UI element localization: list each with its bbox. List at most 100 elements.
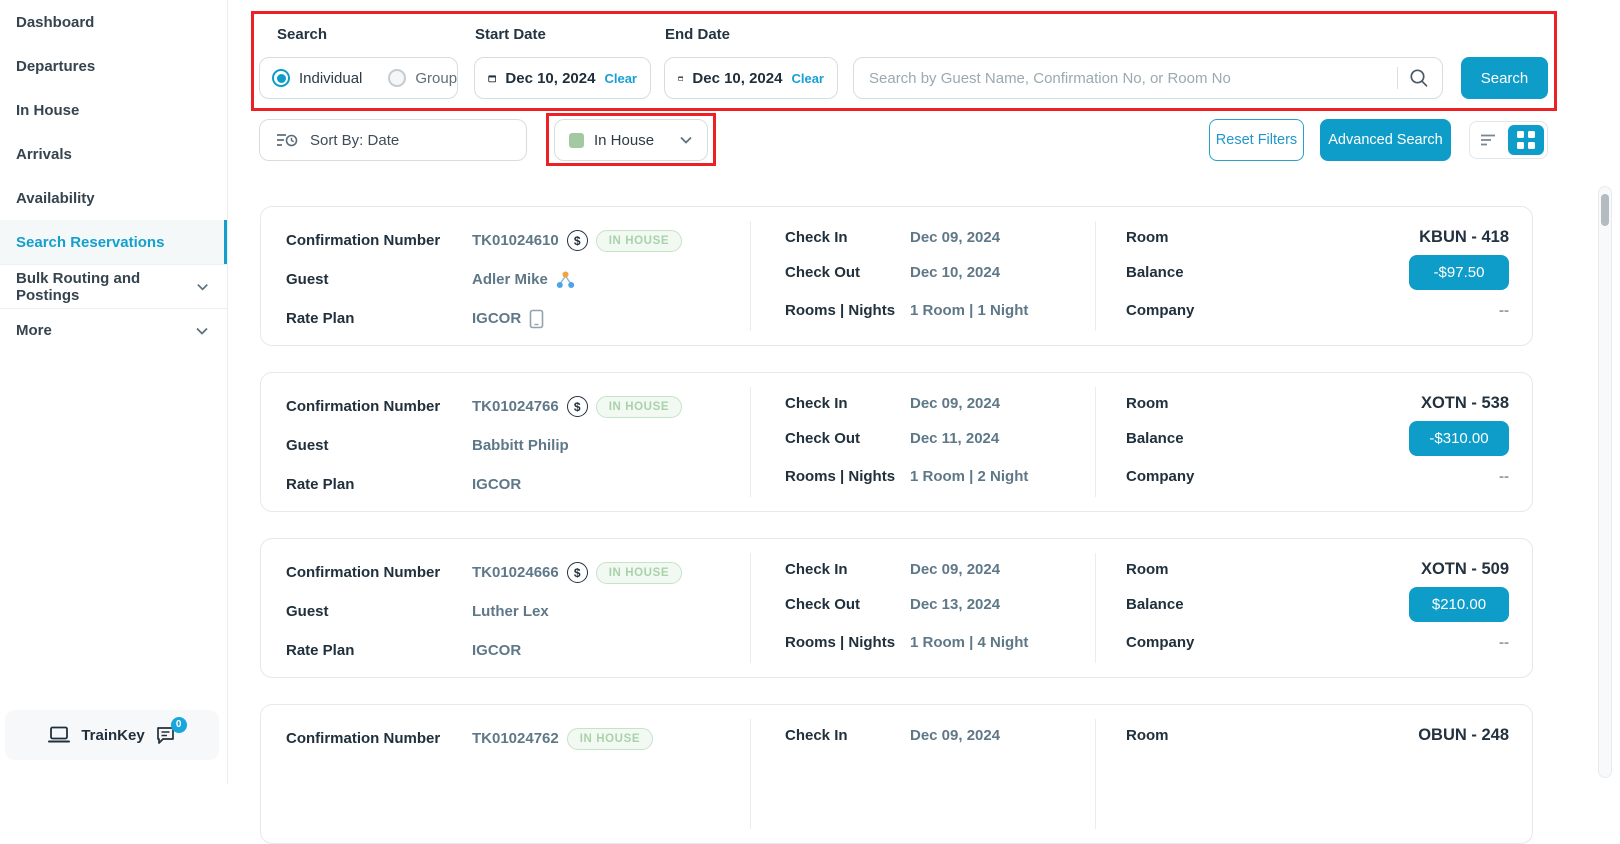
balance-badge[interactable]: -$97.50 xyxy=(1409,255,1509,290)
calendar-icon xyxy=(488,70,496,87)
trainkey-footer[interactable]: TrainKey 0 xyxy=(5,710,219,760)
divider xyxy=(1397,67,1398,89)
tablet-icon xyxy=(529,309,544,329)
list-view-icon[interactable] xyxy=(1470,133,1508,147)
confirmation-number-value[interactable]: TK01024610 xyxy=(472,232,559,249)
dollar-icon: $ xyxy=(567,396,588,417)
confirmation-number-value[interactable]: TK01024666 xyxy=(472,564,559,581)
status-filter-dropdown[interactable]: In House xyxy=(554,119,708,161)
check-in-value: Dec 09, 2024 xyxy=(910,561,1000,578)
confirmation-number-label: Confirmation Number xyxy=(286,730,472,747)
confirmation-number-value[interactable]: TK01024762 xyxy=(472,730,559,747)
sidebar-item-label: Availability xyxy=(16,190,95,207)
chat-icon[interactable]: 0 xyxy=(155,726,177,745)
sidebar-item-label: Dashboard xyxy=(16,14,94,31)
rate-plan-label: Rate Plan xyxy=(286,642,472,659)
check-out-label: Check Out xyxy=(785,430,910,447)
dollar-icon: $ xyxy=(567,230,588,251)
confirmation-number-value[interactable]: TK01024766 xyxy=(472,398,559,415)
guest-name-value[interactable]: Luther Lex xyxy=(472,603,549,620)
room-label: Room xyxy=(1126,395,1421,412)
balance-badge[interactable]: -$310.00 xyxy=(1409,421,1509,456)
radio-group-label[interactable]: Group xyxy=(415,70,457,87)
sidebar-item-dashboard[interactable]: Dashboard xyxy=(0,0,227,44)
balance-badge[interactable]: $210.00 xyxy=(1409,587,1509,622)
guest-name-value[interactable]: Adler Mike xyxy=(472,271,548,288)
reservation-card[interactable]: Confirmation Number TK01024762 IN HOUSE … xyxy=(260,704,1533,844)
rooms-nights-value: 1 Room | 2 Night xyxy=(910,468,1028,485)
guest-label: Guest xyxy=(286,437,472,454)
in-house-color-swatch xyxy=(569,133,584,148)
check-in-label: Check In xyxy=(785,395,910,412)
room-label: Room xyxy=(1126,561,1421,578)
laptop-icon xyxy=(47,726,71,744)
room-label: Room xyxy=(1126,727,1418,744)
radio-group-option[interactable] xyxy=(388,69,406,87)
sidebar-item-label: More xyxy=(16,322,52,339)
sidebar-item-arrivals[interactable]: Arrivals xyxy=(0,132,227,176)
radio-individual[interactable] xyxy=(272,69,290,87)
sidebar-item-departures[interactable]: Departures xyxy=(0,44,227,88)
rate-plan-value: IGCOR xyxy=(472,476,521,493)
end-date-field[interactable]: Dec 10, 2024 Clear xyxy=(664,57,838,99)
balance-label: Balance xyxy=(1126,596,1409,613)
chevron-down-icon xyxy=(195,324,209,338)
company-value: -- xyxy=(1499,634,1509,651)
room-value: XOTN - 509 xyxy=(1421,560,1509,579)
calendar-icon xyxy=(678,70,683,87)
sort-by-dropdown[interactable]: Sort By: Date xyxy=(259,119,527,161)
reservation-card[interactable]: Confirmation Number TK01024610 $ IN HOUS… xyxy=(260,206,1533,346)
sidebar-item-availability[interactable]: Availability xyxy=(0,176,227,220)
sidebar-item-search-reservations[interactable]: Search Reservations xyxy=(0,220,227,264)
guest-name-value[interactable]: Babbitt Philip xyxy=(472,437,569,454)
search-icon[interactable] xyxy=(1408,67,1430,89)
check-in-label: Check In xyxy=(785,561,910,578)
scrollbar-track[interactable] xyxy=(1598,186,1612,778)
rate-plan-value: IGCOR xyxy=(472,642,521,659)
search-type-radio-group: Individual Group xyxy=(259,57,458,99)
check-in-label: Check In xyxy=(785,229,910,246)
check-in-value: Dec 09, 2024 xyxy=(910,727,1000,744)
rate-plan-label: Rate Plan xyxy=(286,476,472,493)
sidebar-item-bulk-routing[interactable]: Bulk Routing and Postings xyxy=(0,264,227,308)
status-badge: IN HOUSE xyxy=(596,562,682,584)
room-label: Room xyxy=(1126,229,1419,246)
sort-by-value: Sort By: Date xyxy=(310,132,399,149)
search-input[interactable] xyxy=(869,70,1393,87)
start-date-field[interactable]: Dec 10, 2024 Clear xyxy=(474,57,651,99)
guest-label: Guest xyxy=(286,271,472,288)
company-value: -- xyxy=(1499,468,1509,485)
end-date-clear-button[interactable]: Clear xyxy=(791,71,824,86)
status-badge: IN HOUSE xyxy=(596,396,682,418)
start-date-clear-button[interactable]: Clear xyxy=(604,71,637,86)
status-badge: IN HOUSE xyxy=(567,728,653,750)
reset-filters-button[interactable]: Reset Filters xyxy=(1209,119,1304,161)
reservation-card[interactable]: Confirmation Number TK01024766 $ IN HOUS… xyxy=(260,372,1533,512)
rooms-nights-value: 1 Room | 4 Night xyxy=(910,634,1028,651)
start-date-value: Dec 10, 2024 xyxy=(505,70,595,87)
check-out-value: Dec 11, 2024 xyxy=(910,430,999,447)
reservation-card[interactable]: Confirmation Number TK01024666 $ IN HOUS… xyxy=(260,538,1533,678)
advanced-search-button[interactable]: Advanced Search xyxy=(1320,119,1451,161)
end-date-label: End Date xyxy=(665,26,730,43)
search-button[interactable]: Search xyxy=(1461,57,1548,99)
search-field xyxy=(853,57,1443,99)
sidebar-item-more[interactable]: More xyxy=(0,308,227,352)
check-in-value: Dec 09, 2024 xyxy=(910,229,1000,246)
radio-individual-label[interactable]: Individual xyxy=(299,70,362,87)
end-date-value: Dec 10, 2024 xyxy=(692,70,782,87)
chat-count-badge: 0 xyxy=(171,717,187,733)
trainkey-label: TrainKey xyxy=(81,727,144,744)
sidebar-item-label: Departures xyxy=(16,58,95,75)
grid-view-icon[interactable] xyxy=(1508,125,1544,155)
sidebar-item-in-house[interactable]: In House xyxy=(0,88,227,132)
chevron-down-icon xyxy=(679,133,693,147)
chevron-down-icon xyxy=(196,280,209,294)
check-in-label: Check In xyxy=(785,727,910,744)
room-value: KBUN - 418 xyxy=(1419,228,1509,247)
room-value: XOTN - 538 xyxy=(1421,394,1509,413)
dollar-icon: $ xyxy=(567,562,588,583)
confirmation-number-label: Confirmation Number xyxy=(286,398,472,415)
scrollbar-thumb[interactable] xyxy=(1601,194,1609,226)
room-value: OBUN - 248 xyxy=(1418,726,1509,745)
